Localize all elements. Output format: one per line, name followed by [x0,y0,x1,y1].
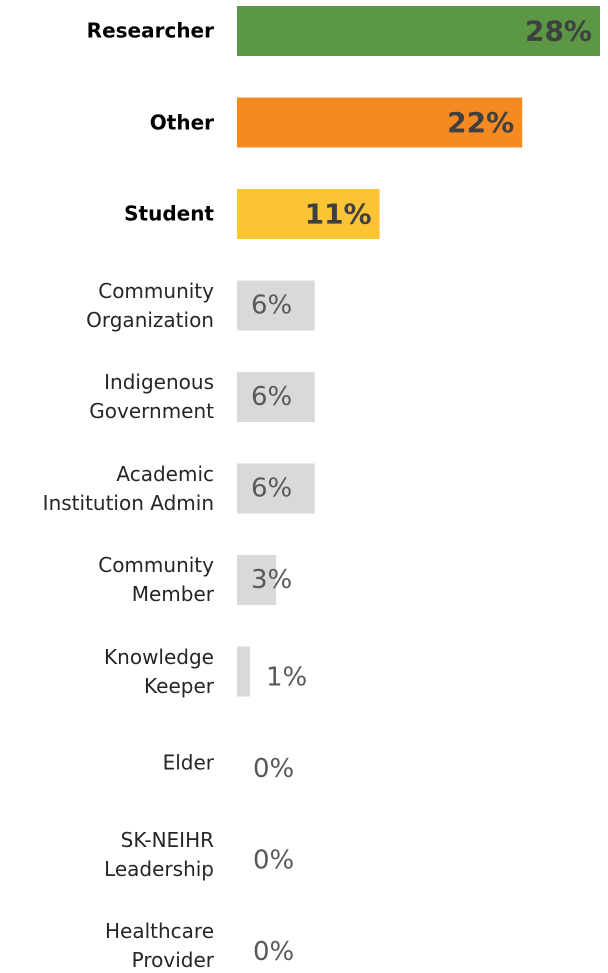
value-label: 3% [251,565,292,595]
bar [237,6,600,56]
bar [237,372,315,422]
value-label: 1% [266,663,307,693]
value-label: 6% [251,291,292,321]
value-label: 0% [253,846,294,876]
category-label: Academic Institution Admin [42,461,214,515]
category-label: Community Member [98,553,214,606]
value-label: 11% [305,198,372,231]
value-label: 0% [253,754,294,784]
value-label: 6% [251,382,292,412]
bar [237,189,380,239]
value-label: 0% [253,937,294,967]
category-label: Healthcare Provider [104,919,214,972]
value-label: 22% [447,106,514,139]
bar [237,463,315,514]
category-label: Indigenous Government [89,370,214,423]
value-label: 28% [525,15,592,48]
category-label: Elder [162,750,214,775]
bar [237,555,276,605]
category-label: Other [149,110,214,134]
bar [237,280,315,331]
category-label: Knowledge Keeper [104,644,214,698]
category-label: Researcher [86,18,214,43]
category-label: Community Organization [86,278,214,332]
category-label: Student [124,201,214,226]
category-label: SK-NEIHR Leadership [104,827,214,881]
value-label: 6% [251,474,292,504]
bar [237,97,523,148]
bar [237,646,250,697]
